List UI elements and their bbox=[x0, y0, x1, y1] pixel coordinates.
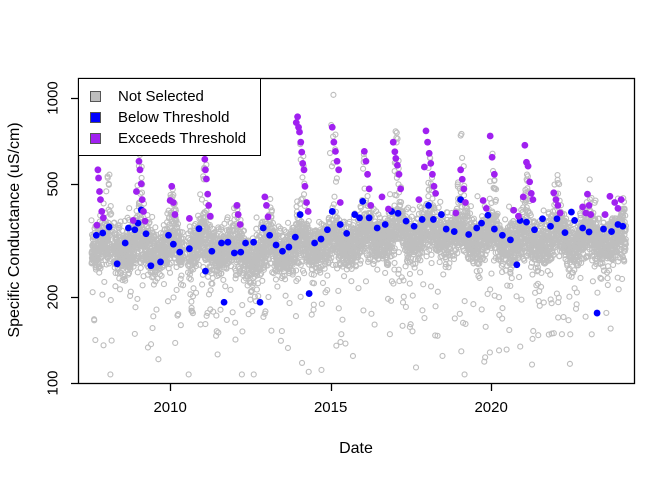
y-tick-label: 100 bbox=[44, 370, 62, 396]
x-tick-label: 2020 bbox=[474, 399, 508, 416]
y-tick-label: 1000 bbox=[44, 81, 62, 115]
legend-item-not-selected: Not Selected bbox=[90, 86, 260, 107]
legend-label: Not Selected bbox=[118, 88, 204, 105]
legend-label: Below Threshold bbox=[118, 109, 230, 126]
legend: Not Selected Below Threshold Exceeds Thr… bbox=[78, 78, 261, 156]
legend-item-exceeds-threshold: Exceeds Threshold bbox=[90, 128, 260, 149]
x-axis-title: Date bbox=[339, 440, 373, 457]
x-tick-label: 2015 bbox=[313, 399, 348, 416]
legend-label: Exceeds Threshold bbox=[118, 130, 247, 147]
legend-item-below-threshold: Below Threshold bbox=[90, 107, 260, 128]
legend-swatch-1 bbox=[90, 112, 101, 123]
x-tick-label: 2010 bbox=[153, 399, 187, 416]
legend-swatch-2 bbox=[90, 133, 101, 144]
legend-swatch-0 bbox=[90, 91, 101, 102]
y-tick-label: 500 bbox=[44, 171, 62, 197]
y-axis-title: Specific Conductance (uS/cm) bbox=[6, 122, 23, 338]
y-tick-label: 200 bbox=[44, 284, 62, 310]
